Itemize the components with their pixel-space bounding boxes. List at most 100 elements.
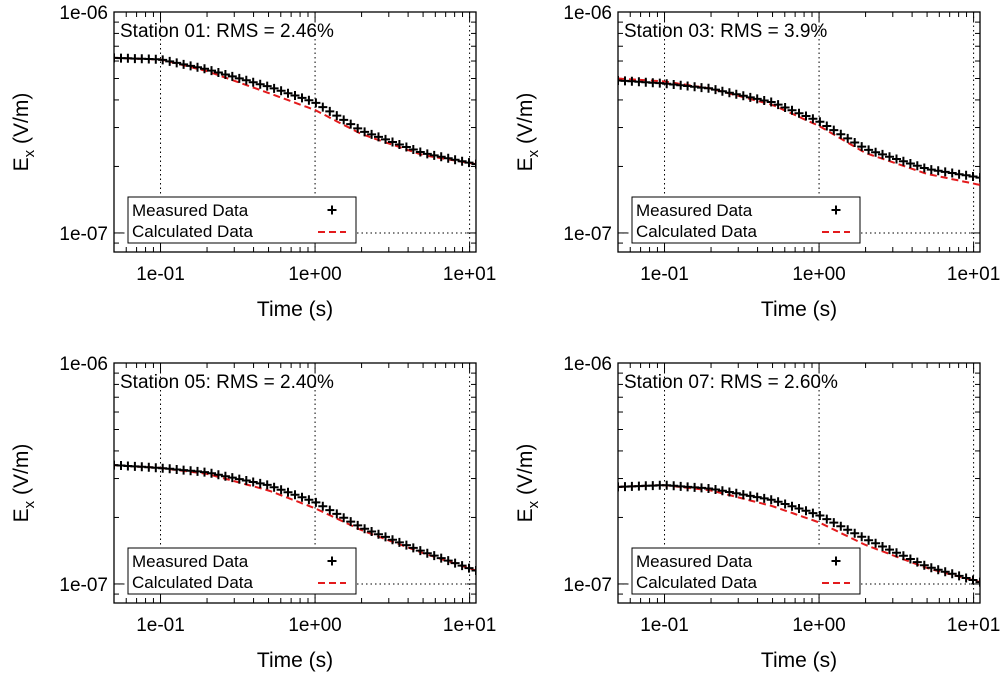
measured-data-point	[975, 577, 980, 587]
measured-data-point	[731, 89, 741, 99]
measured-data-point	[422, 149, 432, 159]
measured-data-point	[255, 478, 265, 488]
y-tick-label: 1e-06	[59, 354, 108, 375]
measured-data-point	[388, 535, 397, 545]
x-tick-label: 1e+01	[443, 615, 496, 636]
measured-data-point	[290, 490, 300, 500]
x-axis-label: Time (s)	[257, 298, 333, 321]
y-tick-label: 1e-07	[59, 575, 108, 596]
x-axis-label: Time (s)	[257, 649, 333, 672]
measured-data-point	[269, 83, 279, 93]
y-tick-label: 1e-06	[563, 354, 612, 375]
measured-data-point	[711, 85, 720, 95]
measured-data-point	[318, 501, 328, 511]
measured-data-point	[381, 134, 390, 144]
measured-data-point	[464, 563, 474, 573]
measured-data-point	[919, 560, 929, 570]
measured-data-point	[401, 540, 411, 550]
measured-data-point	[172, 58, 182, 68]
measured-data-point	[213, 68, 223, 77]
measured-data-point	[276, 485, 286, 495]
measured-data-point	[815, 117, 825, 127]
measured-data-point	[857, 142, 867, 152]
measured-data-point	[801, 111, 811, 121]
measured-data-point	[766, 495, 776, 505]
measured-data-point	[704, 83, 713, 93]
x-axis-label: Time (s)	[761, 298, 837, 321]
measured-data-point	[207, 66, 216, 76]
legend-label-calculated: Calculated Data	[132, 222, 254, 241]
measured-data-point	[408, 543, 418, 553]
panel-title: Station 01: RMS = 2.46%	[120, 21, 334, 42]
measured-data-point	[926, 165, 936, 175]
measured-data-point	[878, 542, 887, 551]
measured-data-point	[325, 106, 335, 116]
measured-data-point	[724, 88, 734, 98]
x-tick-label: 1e+00	[792, 264, 845, 285]
measured-data-point	[759, 96, 769, 105]
measured-data-point	[346, 119, 356, 129]
x-tick-label: 1e+00	[288, 264, 341, 285]
measured-data-point	[415, 546, 425, 556]
measured-data-point	[436, 152, 446, 162]
x-tick-label: 1e+00	[288, 615, 341, 636]
legend-label-measured: Measured Data	[132, 201, 249, 220]
legend-label-calculated: Calculated Data	[636, 573, 758, 592]
measured-data-point	[850, 138, 860, 147]
measured-data-point	[829, 125, 839, 135]
panel-title: Station 07: RMS = 2.60%	[624, 372, 838, 393]
measured-data-point	[213, 470, 223, 480]
measured-data-point	[283, 487, 293, 497]
measured-data-point	[422, 548, 432, 558]
legend-label-measured: Measured Data	[636, 552, 753, 571]
chart-panel-2: 1e-01 1e+00 1e+01 1e-07 1e-06 Time (s) Ex (V/m…	[514, 3, 1000, 321]
y-axis-label-unit: (V/m)	[514, 93, 537, 150]
y-axis-label-subscript: x	[21, 149, 38, 157]
measured-data-point	[360, 127, 370, 137]
measured-data-point	[843, 525, 853, 535]
measured-data-point	[933, 166, 943, 176]
measured-data-point	[443, 153, 453, 163]
measured-data-point	[933, 565, 943, 575]
measured-data-point	[808, 114, 818, 124]
measured-data-point	[360, 524, 370, 534]
measured-data-point	[241, 476, 251, 485]
measured-data-point	[947, 168, 957, 178]
y-axis-label-main: E	[10, 157, 33, 171]
measured-data-point	[829, 518, 839, 528]
measured-data-point	[304, 95, 314, 105]
measured-data-point	[745, 491, 755, 501]
legend-marker-measured	[831, 205, 841, 215]
measured-data-point	[415, 147, 425, 157]
measured-data-point	[394, 140, 404, 149]
x-tick-label: 1e+01	[443, 264, 496, 285]
measured-data-point	[248, 77, 258, 87]
measured-data-point	[200, 467, 209, 477]
measured-data-point	[234, 73, 244, 83]
chart-panel-4: 1e-01 1e+00 1e+01 1e-07 1e-06 Time (s) Ex (V/m…	[514, 354, 1000, 672]
measured-data-point	[905, 159, 915, 168]
measured-data-point	[429, 551, 439, 561]
panel-title: Station 03: RMS = 3.9%	[624, 21, 827, 42]
measured-data-point	[248, 477, 258, 487]
measured-data-point	[381, 532, 390, 542]
measured-data-point	[885, 152, 894, 162]
plot-frame	[617, 11, 981, 253]
measured-data-point	[408, 145, 418, 154]
measured-data-point	[318, 102, 328, 112]
legend-box	[127, 547, 357, 595]
x-tick-label: 1e-01	[136, 615, 185, 636]
measured-data-point	[857, 532, 867, 542]
measured-data-point	[255, 79, 265, 89]
legend-box	[127, 196, 357, 244]
measured-data-point	[276, 86, 286, 96]
measured-data-point	[850, 528, 860, 538]
measured-data-point	[947, 569, 957, 579]
measured-data-point	[297, 492, 307, 502]
chart-panel-1: 1e-01 1e+00 1e+01 1e-07 1e-06 Time (s) Ex (V/m…	[10, 3, 496, 321]
y-axis-label: Ex (V/m)	[514, 93, 542, 172]
measured-data-point	[919, 163, 929, 173]
measured-data-point	[968, 575, 978, 585]
measured-data-point	[367, 527, 377, 536]
